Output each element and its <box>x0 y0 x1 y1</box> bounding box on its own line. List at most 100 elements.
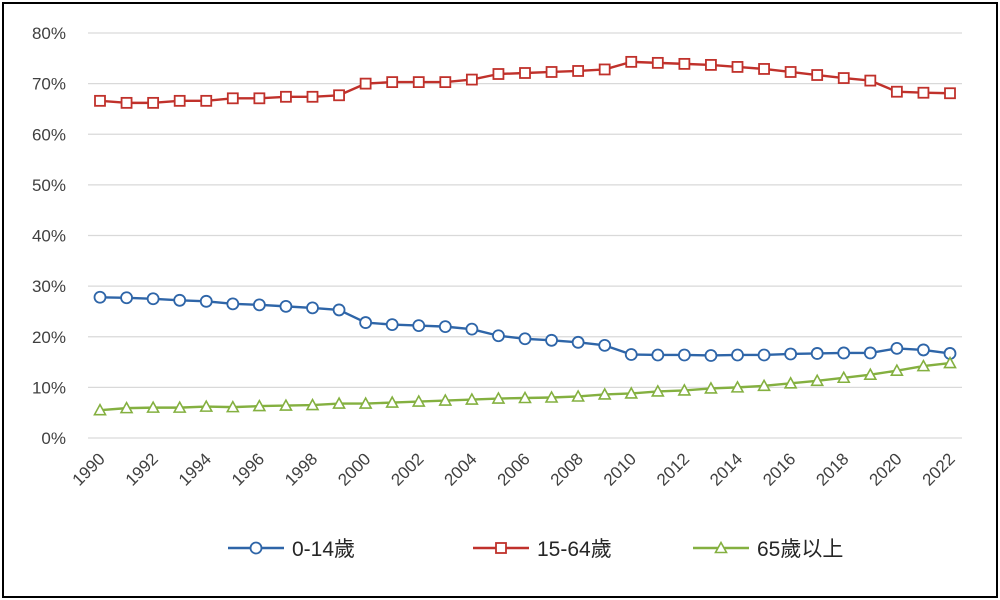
data-point <box>438 393 453 406</box>
legend-item: 0-14歲 <box>228 538 355 561</box>
data-point <box>651 348 665 362</box>
data-point <box>492 68 505 80</box>
legend-item: 15-64歲 <box>473 538 612 561</box>
x-tick-label: 2016 <box>759 449 799 489</box>
x-tick-label: 1992 <box>122 449 162 489</box>
data-point <box>624 386 639 399</box>
data-point <box>226 297 240 311</box>
data-point <box>465 73 478 86</box>
x-tick-label: 2018 <box>812 449 852 489</box>
data-point <box>465 322 479 336</box>
data-point <box>333 89 345 102</box>
x-tick-label: 2020 <box>866 449 906 489</box>
legend-marker <box>495 542 507 554</box>
data-point <box>226 92 239 105</box>
y-tick-label: 60% <box>32 125 66 144</box>
y-tick-label: 70% <box>32 75 66 94</box>
data-point <box>783 376 798 389</box>
data-point <box>810 373 825 387</box>
data-point <box>944 87 956 100</box>
data-point <box>917 86 930 99</box>
y-tick-label: 20% <box>32 328 66 347</box>
data-point <box>252 298 266 312</box>
data-point <box>810 347 824 360</box>
data-point <box>119 400 134 414</box>
data-point <box>94 94 106 107</box>
x-tick-label: 2022 <box>919 449 959 489</box>
data-point <box>571 389 585 402</box>
data-point <box>705 58 717 71</box>
data-point <box>93 290 107 304</box>
data-point <box>225 399 240 413</box>
data-point <box>837 72 850 84</box>
data-point <box>757 348 771 362</box>
data-point <box>173 94 186 107</box>
data-point <box>837 346 851 360</box>
data-point <box>172 400 187 413</box>
data-point <box>280 90 292 103</box>
y-axis-tick-labels: 0% 10% 20% 30% 40% 50% 60% 70% 80% <box>32 24 66 448</box>
data-point <box>279 299 293 313</box>
x-tick-label: 2004 <box>441 449 481 489</box>
data-point <box>439 76 452 89</box>
data-point <box>199 294 213 308</box>
x-tick-label: 2010 <box>600 449 640 489</box>
data-point <box>677 383 692 396</box>
data-point <box>519 67 531 79</box>
data-point <box>492 329 505 343</box>
data-point <box>598 63 611 76</box>
data-point <box>491 391 506 404</box>
data-point <box>731 348 744 362</box>
data-point <box>199 399 214 412</box>
data-point <box>518 390 532 404</box>
data-point <box>704 349 718 362</box>
data-point <box>598 338 612 352</box>
data-point <box>279 398 293 411</box>
x-tick-label: 2012 <box>653 449 693 489</box>
data-point <box>465 392 479 405</box>
x-tick-label: 1998 <box>281 449 321 489</box>
data-point <box>597 387 612 400</box>
data-point <box>890 363 904 376</box>
y-tick-label: 50% <box>32 176 66 195</box>
series-3 <box>93 355 957 416</box>
x-tick-label: 2000 <box>334 449 374 489</box>
data-point <box>518 332 532 346</box>
legend-label: 65歲以上 <box>757 538 843 561</box>
y-tick-label: 80% <box>32 24 66 43</box>
data-point <box>784 347 798 361</box>
data-point <box>386 76 399 89</box>
data-point <box>359 316 373 329</box>
y-tick-label: 10% <box>32 378 66 397</box>
data-point <box>358 396 373 409</box>
y-tick-label: 0% <box>41 429 66 448</box>
data-point <box>677 348 691 362</box>
data-point <box>252 398 267 412</box>
legend-label: 0-14歲 <box>292 538 355 561</box>
x-tick-label: 2002 <box>387 449 427 489</box>
data-point <box>704 381 718 394</box>
data-point <box>863 346 877 360</box>
data-point <box>146 292 160 306</box>
data-point <box>864 74 877 87</box>
x-tick-label: 1996 <box>228 449 268 489</box>
data-point <box>173 293 187 307</box>
data-point <box>200 94 213 107</box>
data-point <box>863 367 878 381</box>
data-point <box>731 61 744 73</box>
data-point <box>120 291 133 305</box>
data-point <box>332 396 346 409</box>
series-1 <box>93 290 957 362</box>
data-point <box>146 400 160 413</box>
data-point <box>571 335 585 349</box>
legend-marker <box>249 541 263 555</box>
data-point <box>93 402 107 416</box>
data-point <box>545 333 558 347</box>
data-point <box>305 397 320 411</box>
data-point <box>943 355 957 369</box>
data-point <box>811 69 824 81</box>
data-point <box>625 55 638 68</box>
series-layer <box>93 55 957 416</box>
gridlines <box>88 32 962 439</box>
data-point <box>120 96 133 109</box>
